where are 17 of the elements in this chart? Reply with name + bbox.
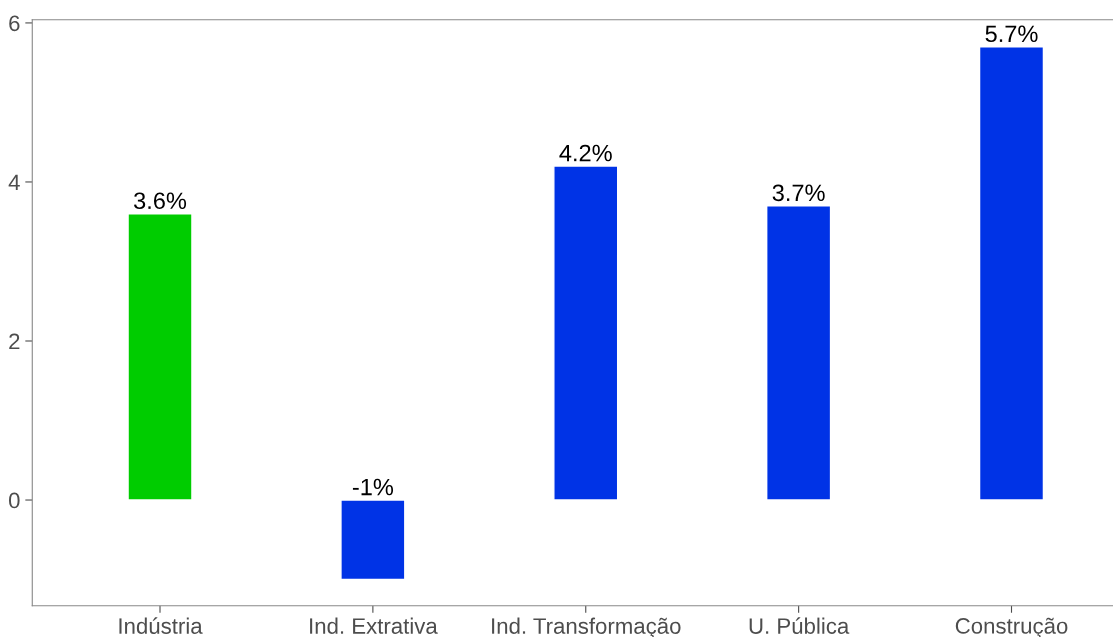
x-tick-label: U. Pública	[749, 617, 850, 634]
data-label: 5.7%	[985, 25, 1038, 43]
x-tick-label: Ind. Extrativa	[310, 617, 438, 634]
data-label: -1%	[352, 478, 394, 496]
y-tick-label: 4	[8, 174, 20, 191]
y-tick-label: 2	[9, 333, 20, 350]
y-tick-label: 0	[8, 492, 20, 509]
bar	[553, 165, 619, 501]
data-label: 3.6%	[133, 192, 187, 210]
data-label: 4.2%	[559, 144, 612, 162]
bar	[127, 213, 193, 501]
x-tick-label: Indústria	[119, 617, 203, 634]
bar	[978, 46, 1045, 501]
data-label: 3.7%	[772, 184, 825, 202]
bar	[765, 205, 832, 501]
bar	[340, 499, 406, 581]
y-tick-label: 6	[9, 15, 20, 32]
